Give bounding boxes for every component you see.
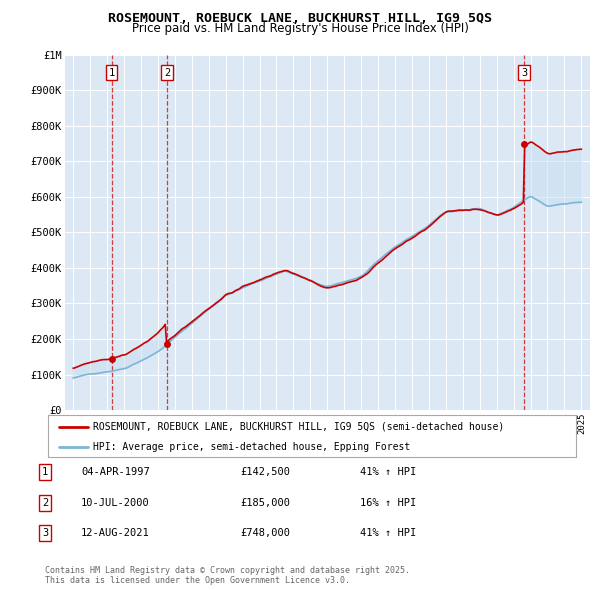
Text: 3: 3	[521, 68, 527, 78]
Text: £142,500: £142,500	[240, 467, 290, 477]
Text: 41% ↑ HPI: 41% ↑ HPI	[360, 529, 416, 538]
Text: 1: 1	[109, 68, 115, 78]
Text: ROSEMOUNT, ROEBUCK LANE, BUCKHURST HILL, IG9 5QS: ROSEMOUNT, ROEBUCK LANE, BUCKHURST HILL,…	[108, 12, 492, 25]
Text: Contains HM Land Registry data © Crown copyright and database right 2025.
This d: Contains HM Land Registry data © Crown c…	[45, 566, 410, 585]
Text: 10-JUL-2000: 10-JUL-2000	[81, 498, 150, 507]
Text: 2: 2	[164, 68, 170, 78]
Text: 3: 3	[42, 529, 48, 538]
Text: 04-APR-1997: 04-APR-1997	[81, 467, 150, 477]
Text: £185,000: £185,000	[240, 498, 290, 507]
Text: 12-AUG-2021: 12-AUG-2021	[81, 529, 150, 538]
Text: 41% ↑ HPI: 41% ↑ HPI	[360, 467, 416, 477]
Text: ROSEMOUNT, ROEBUCK LANE, BUCKHURST HILL, IG9 5QS (semi-detached house): ROSEMOUNT, ROEBUCK LANE, BUCKHURST HILL,…	[93, 422, 504, 432]
Text: Price paid vs. HM Land Registry's House Price Index (HPI): Price paid vs. HM Land Registry's House …	[131, 22, 469, 35]
Text: HPI: Average price, semi-detached house, Epping Forest: HPI: Average price, semi-detached house,…	[93, 442, 410, 451]
Text: 2: 2	[42, 498, 48, 507]
Text: £748,000: £748,000	[240, 529, 290, 538]
Text: 1: 1	[42, 467, 48, 477]
Text: 16% ↑ HPI: 16% ↑ HPI	[360, 498, 416, 507]
